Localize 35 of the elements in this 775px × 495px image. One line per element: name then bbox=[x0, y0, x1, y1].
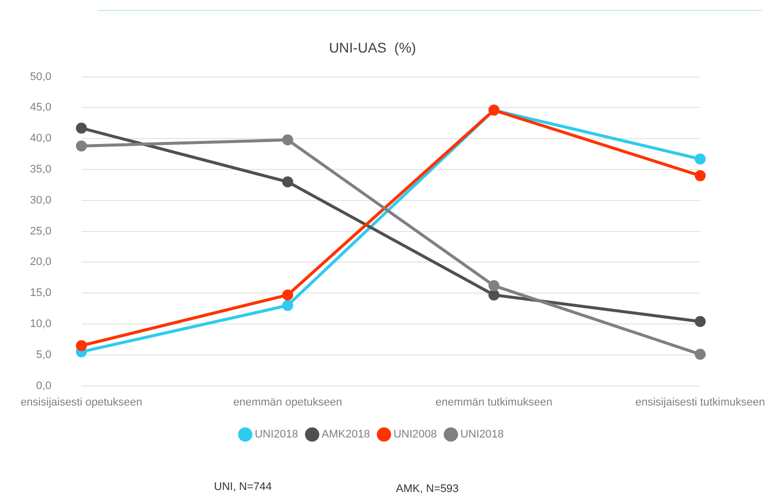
point bbox=[282, 289, 294, 300]
chart-title: UNI-UAS (%) bbox=[328, 39, 416, 56]
y-tick-label: 30,0 bbox=[30, 194, 52, 206]
x-tick-label: ensisijaisesti tutkimukseen bbox=[635, 396, 766, 408]
y-tick-label: 45,0 bbox=[30, 102, 52, 114]
point bbox=[282, 134, 294, 146]
point bbox=[694, 316, 706, 328]
point bbox=[76, 340, 87, 352]
point bbox=[694, 170, 706, 182]
point bbox=[694, 153, 706, 164]
point bbox=[76, 122, 87, 134]
point bbox=[282, 300, 294, 311]
y-tick-label: 20,0 bbox=[30, 256, 52, 268]
y-tick-label: 50,0 bbox=[30, 70, 52, 83]
y-tick-label: 10,0 bbox=[30, 318, 52, 330]
y-tick-label: 15,0 bbox=[30, 287, 52, 300]
point bbox=[76, 140, 87, 152]
point bbox=[694, 348, 706, 360]
point bbox=[488, 280, 500, 292]
legend-label: UNI2018 bbox=[254, 428, 298, 441]
y-tick-label: 35,0 bbox=[30, 164, 52, 176]
y-tick-label: 0,0 bbox=[36, 380, 52, 392]
y-tick-label: 5,0 bbox=[36, 348, 52, 361]
text: AMK, N=593 bbox=[396, 483, 459, 495]
x-tick-label: enemmän opetukseen bbox=[233, 396, 342, 408]
point bbox=[488, 289, 500, 300]
x-tick-label: enemmän tutkimukseen bbox=[436, 396, 552, 408]
text: UNI, N=744 bbox=[214, 481, 272, 493]
legend-label: UNI2018 bbox=[460, 428, 504, 441]
x-tick-label: ensisijaisesti opetukseen bbox=[20, 396, 142, 408]
legend-label: AMK2018 bbox=[322, 428, 370, 441]
y-tick-label: 40,0 bbox=[30, 132, 52, 145]
y-tick-label: 25,0 bbox=[30, 225, 52, 238]
point bbox=[282, 176, 294, 188]
legend-label: UNI2008 bbox=[393, 428, 437, 441]
